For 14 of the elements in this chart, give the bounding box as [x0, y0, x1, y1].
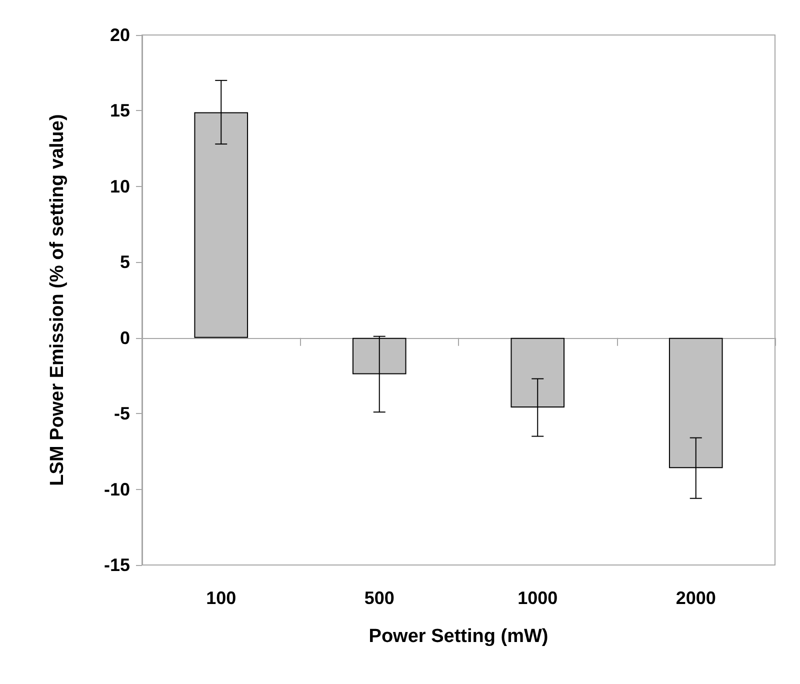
y-tick-label: -15 [104, 555, 130, 575]
x-tick-label: 2000 [676, 588, 716, 608]
y-tick-label: 0 [120, 328, 130, 348]
x-axis-title: Power Setting (mW) [368, 626, 548, 647]
y-tick-label: -5 [114, 404, 130, 424]
y-tick-label: -10 [104, 479, 130, 500]
y-tick-label: 15 [110, 100, 130, 121]
y-tick-label: 20 [110, 25, 130, 45]
y-tick-label: 10 [110, 176, 130, 196]
x-tick-label: 500 [364, 588, 394, 608]
x-tick-label: 1000 [518, 588, 558, 608]
x-tick-label: 100 [206, 588, 236, 608]
y-axis-title: LSM Power Emission (% of setting value) [47, 114, 68, 486]
y-tick-label: 5 [120, 252, 130, 272]
